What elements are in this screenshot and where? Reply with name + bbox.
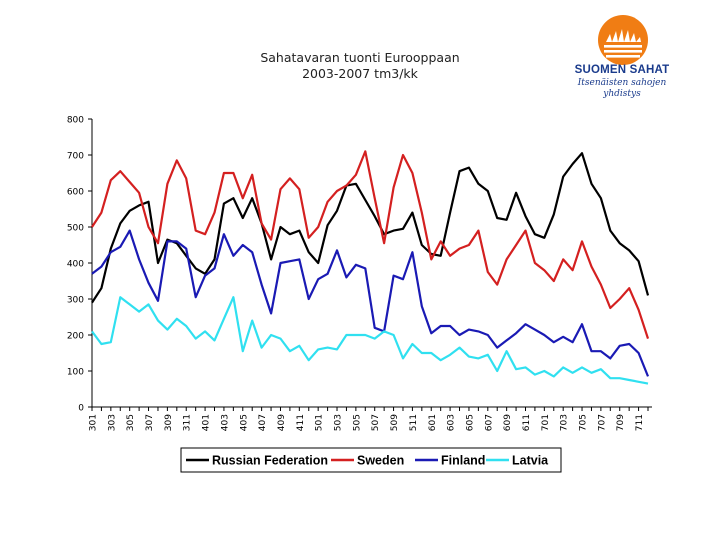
x-tick-label: 301 (89, 414, 99, 431)
suomen-sahat-logo (598, 15, 648, 65)
x-tick-label: 603 (447, 414, 457, 431)
series-line-russian-federation (91, 152, 650, 304)
x-tick-label: 711 (635, 414, 645, 431)
x-tick-label: 503 (334, 414, 344, 431)
x-axis-ticks: 301 303 305 307 309 311 401 403 405 407 409 411 501 5… (89, 407, 649, 431)
x-tick-label: 311 (183, 414, 193, 431)
x-tick-label: 701 (541, 414, 551, 431)
x-tick-label: 401 (202, 414, 212, 431)
chart-title-line-1: Sahatavaran tuonti Eurooppaan (260, 50, 460, 65)
y-tick-label: 400 (67, 260, 84, 270)
y-tick-label: 300 (67, 296, 84, 306)
x-tick-label: 305 (126, 414, 136, 431)
sun-logo-icon (598, 15, 648, 65)
y-tick-label: 0 (78, 404, 84, 414)
logo-tagline: Itsenäisten sahojen yhdistys (562, 78, 682, 100)
y-tick-label: 100 (67, 368, 84, 378)
legend: Russian Federation Sweden Finland Latvia (180, 447, 562, 473)
x-tick-label: 411 (296, 414, 306, 431)
x-tick-label: 703 (560, 414, 570, 431)
y-tick-label: 500 (67, 224, 84, 234)
chart-title-line-2: 2003-2007 tm3/kk (302, 66, 418, 81)
y-axis-ticks: 0 100 200 300 400 500 600 700 800 (67, 116, 92, 414)
legend-label-sweden: Sweden (357, 454, 404, 468)
x-tick-label: 409 (277, 414, 287, 431)
x-tick-label: 601 (428, 414, 438, 431)
y-tick-label: 800 (67, 116, 84, 126)
x-tick-label: 407 (258, 414, 268, 431)
logo-tagline-line-1: Itsenäisten sahojen (577, 78, 667, 88)
series-line-sweden (91, 150, 650, 339)
x-tick-label: 403 (220, 414, 230, 431)
x-tick-label: 705 (579, 414, 589, 431)
x-tick-label: 611 (522, 414, 532, 431)
x-tick-label: 609 (503, 414, 513, 431)
logo-tagline-line-2: yhdistys (603, 89, 641, 99)
x-tick-label: 605 (465, 414, 475, 431)
logo-name: SUOMEN SAHAT (574, 64, 670, 76)
chart-title: Sahatavaran tuonti Eurooppaan 2003-2007 … (200, 50, 520, 82)
legend-label-finland: Finland (441, 454, 485, 468)
x-tick-label: 509 (390, 414, 400, 431)
x-tick-label: 507 (371, 414, 381, 431)
y-tick-label: 600 (67, 188, 84, 198)
x-tick-label: 309 (164, 414, 174, 431)
x-tick-label: 303 (107, 414, 117, 431)
series-lines (91, 150, 650, 385)
series-line-finland (91, 229, 650, 377)
x-tick-label: 707 (597, 414, 607, 431)
legend-label-latvia: Latvia (512, 454, 549, 468)
legend-label-russian-federation: Russian Federation (212, 454, 328, 468)
x-tick-label: 511 (409, 414, 419, 431)
x-tick-label: 505 (352, 414, 362, 431)
x-tick-label: 307 (145, 414, 155, 431)
x-tick-label: 501 (315, 414, 325, 431)
y-tick-label: 700 (67, 152, 84, 162)
x-tick-label: 607 (484, 414, 494, 431)
x-tick-label: 709 (616, 414, 626, 431)
y-tick-label: 200 (67, 332, 84, 342)
x-tick-label: 405 (239, 414, 249, 431)
series-line-latvia (91, 296, 649, 385)
